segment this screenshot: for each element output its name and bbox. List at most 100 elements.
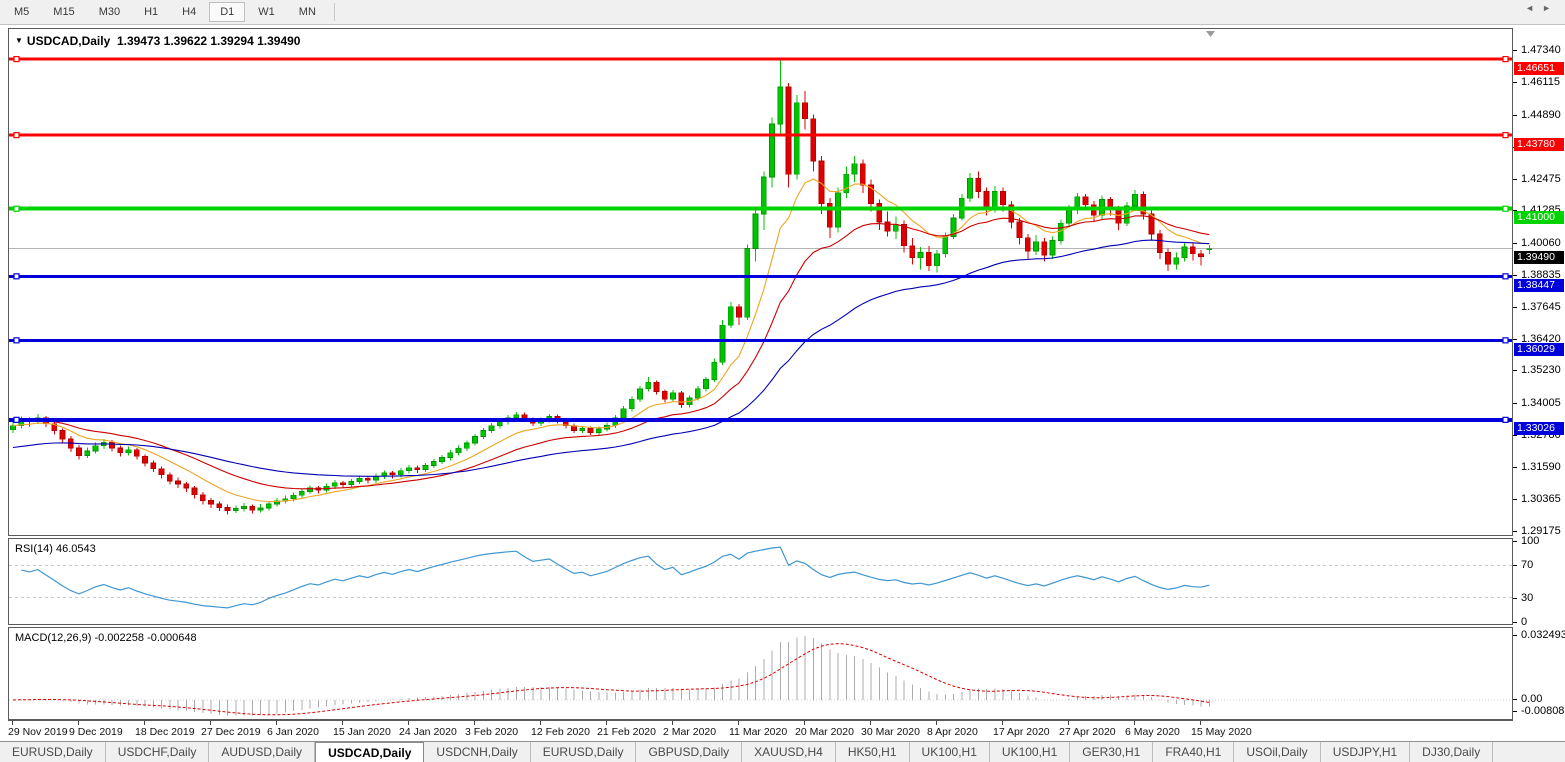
candle-body xyxy=(1041,241,1048,256)
tab-eurusd-daily[interactable]: EURUSD,Daily xyxy=(0,742,106,762)
tab-usdcad-daily[interactable]: USDCAD,Daily xyxy=(315,742,425,762)
candle-body xyxy=(1173,257,1180,265)
candle-body xyxy=(843,173,850,194)
candle-body xyxy=(265,503,272,509)
date-tick-mark xyxy=(1002,721,1003,725)
tab-scroll-right-icon[interactable]: ► xyxy=(1542,3,1559,13)
rsi-tick-mark xyxy=(1513,541,1517,542)
main-chart-pane[interactable]: ▼ USDCAD,Daily 1.39473 1.39622 1.39294 1.… xyxy=(8,28,1513,536)
hline-handle[interactable] xyxy=(13,132,20,139)
hline-handle[interactable] xyxy=(13,337,20,344)
tab-uk100-h1[interactable]: UK100,H1 xyxy=(910,742,990,762)
candle-body xyxy=(356,477,363,482)
macd-canvas[interactable] xyxy=(9,628,1512,719)
candle-body xyxy=(868,184,874,204)
tab-fra40-h1[interactable]: FRA40,H1 xyxy=(1153,742,1235,762)
hline-handle[interactable] xyxy=(13,273,20,280)
hline-handle[interactable] xyxy=(1502,56,1509,63)
candle-body xyxy=(158,468,165,476)
rsi-indicator-pane[interactable]: RSI(14) 46.0543 xyxy=(8,538,1513,625)
candle-body xyxy=(455,447,462,454)
candle-body xyxy=(901,224,907,247)
candle-body xyxy=(117,447,124,454)
price-tick-mark xyxy=(1513,210,1517,212)
timeframe-button-m5[interactable]: M5 xyxy=(14,6,30,18)
candle-body xyxy=(249,506,256,511)
hline-handle[interactable] xyxy=(1502,337,1509,344)
date-axis[interactable]: 29 Nov 2019 9 Dec 2019 18 Dec 2019 27 Dec 2… xyxy=(8,720,1513,742)
candle-body xyxy=(703,379,709,390)
date-tick-mark xyxy=(672,721,673,725)
hline-handle[interactable] xyxy=(1502,273,1509,280)
candle-body xyxy=(208,500,214,505)
tab-usdcnh-daily[interactable]: USDCNH,Daily xyxy=(424,742,531,762)
date-tick-mark xyxy=(144,721,145,725)
price-tick-mark xyxy=(1513,82,1517,84)
candle-body xyxy=(307,487,313,492)
candle-body xyxy=(645,381,652,390)
tab-usoil-daily[interactable]: USOil,Daily xyxy=(1234,742,1321,762)
timeframe-button-mn[interactable]: MN xyxy=(298,6,316,18)
candle-body xyxy=(224,507,231,511)
candle-body xyxy=(1206,248,1213,251)
main-chart-canvas[interactable] xyxy=(9,29,1512,535)
candle-body xyxy=(983,191,990,210)
candle-body xyxy=(810,118,817,162)
tab-usdjpy-h1[interactable]: USDJPY,H1 xyxy=(1321,742,1411,762)
candle-body xyxy=(414,467,421,470)
price-tick-mark xyxy=(1513,178,1517,180)
timeframe-button-w1[interactable]: W1 xyxy=(258,6,275,18)
tab-ger30-h1[interactable]: GER30,H1 xyxy=(1070,742,1154,762)
candle-body xyxy=(331,482,338,487)
candle-body xyxy=(711,361,718,380)
candle-body xyxy=(859,163,866,186)
price-tick-mark xyxy=(1513,275,1517,277)
price-tick-label: 1.29175 xyxy=(1521,524,1561,537)
chart-shift-marker-icon[interactable] xyxy=(1206,31,1215,37)
price-line-label: 1.43780 xyxy=(1514,137,1564,151)
hline-handle[interactable] xyxy=(1502,205,1509,212)
timeframe-button-d1[interactable]: D1 xyxy=(209,2,246,22)
hline-handle[interactable] xyxy=(1502,132,1509,139)
current-price-label: 1.39490 xyxy=(1514,251,1564,265)
date-label: 20 Mar 2020 xyxy=(795,726,854,738)
tab-gbpusd-daily[interactable]: GBPUSD,Daily xyxy=(636,742,743,762)
timeframe-button-m15[interactable]: M15 xyxy=(53,6,75,18)
date-label: 15 May 2020 xyxy=(1191,726,1252,738)
tab-audusd-daily[interactable]: AUDUSD,Daily xyxy=(209,742,316,762)
price-line-label: 1.36029 xyxy=(1514,342,1564,356)
timeframe-button-h4[interactable]: H4 xyxy=(182,6,197,18)
tab-uk100-h1[interactable]: UK100,H1 xyxy=(990,742,1071,762)
candle-body xyxy=(257,507,264,511)
price-tick-label: 1.36420 xyxy=(1521,332,1561,345)
tab-eurusd-daily[interactable]: EURUSD,Daily xyxy=(531,742,637,762)
date-label: 3 Feb 2020 xyxy=(465,726,519,738)
timeframe-button-m30[interactable]: M30 xyxy=(98,6,121,18)
hline-handle[interactable] xyxy=(13,56,20,63)
tab-dj30-daily[interactable]: DJ30,Daily xyxy=(1410,742,1494,762)
rsi-canvas[interactable] xyxy=(9,539,1512,624)
price-axis[interactable]: 1.473401.461151.448901.436651.424751.412… xyxy=(1513,28,1565,720)
hline-handle[interactable] xyxy=(13,205,20,212)
date-tick-mark xyxy=(606,721,607,725)
date-tick-mark xyxy=(936,721,937,725)
candle-body xyxy=(769,123,775,178)
price-tick-mark xyxy=(1513,370,1517,372)
candle-body xyxy=(191,487,198,496)
macd-tick-label: -0.008086 xyxy=(1521,705,1565,717)
hline-handle[interactable] xyxy=(13,416,20,423)
macd-tick-label: 0.00 xyxy=(1521,693,1543,705)
hline-handle[interactable] xyxy=(1502,416,1509,423)
tab-usdchf-daily[interactable]: USDCHF,Daily xyxy=(106,742,210,762)
candle-body xyxy=(925,252,932,267)
price-line-label: 1.41000 xyxy=(1514,211,1564,225)
tab-hk50-h1[interactable]: HK50,H1 xyxy=(836,742,910,762)
candle-body xyxy=(620,408,627,419)
tab-scroll-left-icon[interactable]: ◄ xyxy=(1525,3,1543,13)
macd-indicator-pane[interactable]: MACD(12,26,9) -0.002258 -0.000648 xyxy=(8,627,1513,720)
chart-title: ▼ USDCAD,Daily 1.39473 1.39622 1.39294 1.… xyxy=(15,34,300,48)
tab-xauusd-h4[interactable]: XAUUSD,H4 xyxy=(742,742,836,762)
timeframe-button-h1[interactable]: H1 xyxy=(144,6,159,18)
candle-body xyxy=(241,506,247,509)
candle-body xyxy=(967,177,973,199)
